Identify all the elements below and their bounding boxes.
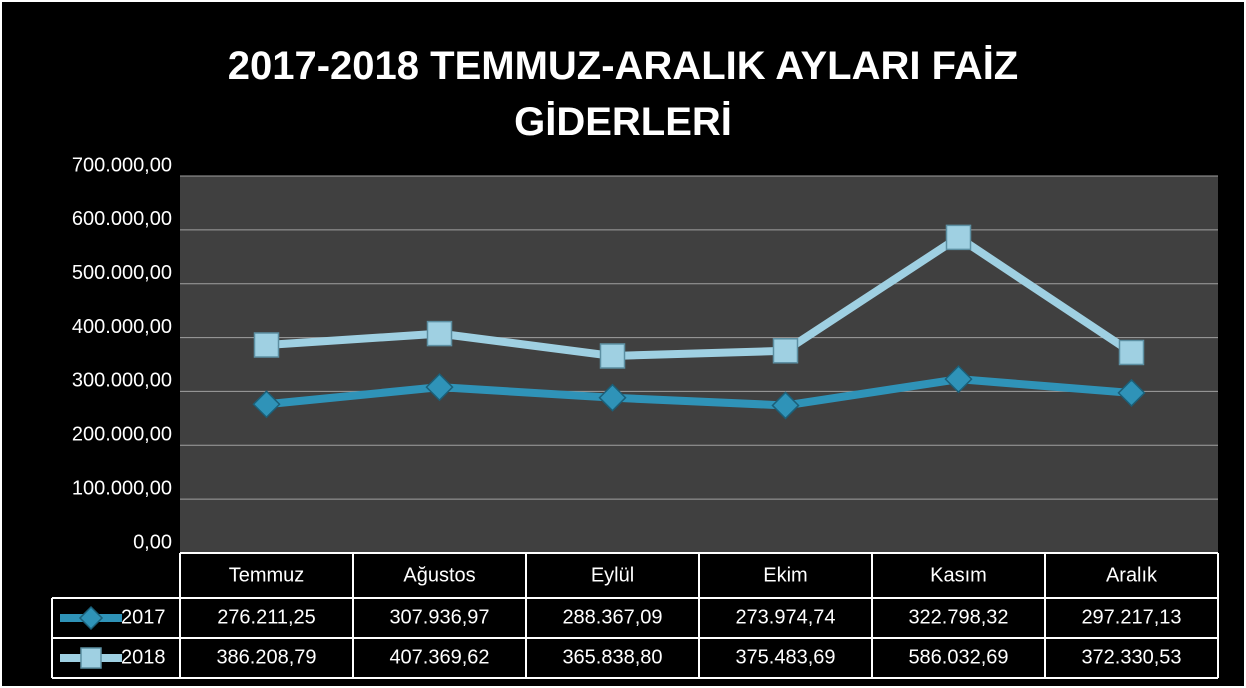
x-tick-label: Aralık [1106, 564, 1158, 586]
table-value: 365.838,80 [562, 646, 662, 668]
y-tick-label: 600.000,00 [72, 208, 172, 230]
x-tick-label: Ağustos [403, 564, 475, 586]
plot-area [180, 176, 1218, 553]
legend-marker [78, 605, 104, 631]
y-tick-label: 400.000,00 [72, 316, 172, 338]
table-value: 276.211,25 [217, 606, 316, 628]
data-point [253, 332, 280, 358]
x-tick-label: Eylül [591, 564, 634, 586]
table-value: 273.974,74 [735, 606, 835, 628]
data-point [944, 365, 973, 394]
table-value: 288.367,09 [562, 606, 662, 628]
table-value: 322.798,32 [908, 606, 1008, 628]
data-point [425, 373, 454, 402]
x-tick-label: Ekim [763, 564, 807, 586]
y-tick-label: 200.000,00 [72, 424, 172, 446]
x-tick-label: Kasım [930, 564, 987, 586]
table-value: 297.217,13 [1081, 606, 1181, 628]
data-point [945, 224, 972, 251]
data-point [252, 390, 281, 419]
y-tick-label: 0,00 [133, 531, 172, 553]
y-tick-label: 500.000,00 [72, 262, 172, 284]
y-tick-label: 300.000,00 [72, 370, 172, 392]
data-point [599, 343, 626, 369]
data-point [1118, 339, 1145, 366]
data-point [598, 383, 627, 412]
data-point [771, 391, 800, 420]
table-value: 375.483,69 [735, 646, 835, 668]
table-value: 386.208,79 [216, 646, 316, 668]
y-tick-label: 100.000,00 [72, 477, 172, 499]
series-line [266, 375, 1132, 410]
legend-label: 2017 [121, 606, 166, 628]
x-tick-label: Temmuz [229, 564, 305, 586]
table-value: 407.369,62 [389, 646, 489, 668]
table-value: 586.032,69 [908, 646, 1008, 668]
y-tick-label: 700.000,00 [72, 154, 172, 176]
data-point [1117, 378, 1146, 407]
legend-marker [80, 647, 102, 669]
data-point [772, 338, 799, 364]
series-line [266, 233, 1134, 360]
table-value: 372.330,53 [1081, 646, 1181, 668]
data-point [426, 320, 453, 347]
legend-label: 2018 [121, 646, 166, 668]
chart-title: 2017-2018 TEMMUZ-ARALIK AYLARI FAİZ GİDE… [227, 44, 1019, 144]
table-value: 307.936,97 [389, 606, 489, 628]
